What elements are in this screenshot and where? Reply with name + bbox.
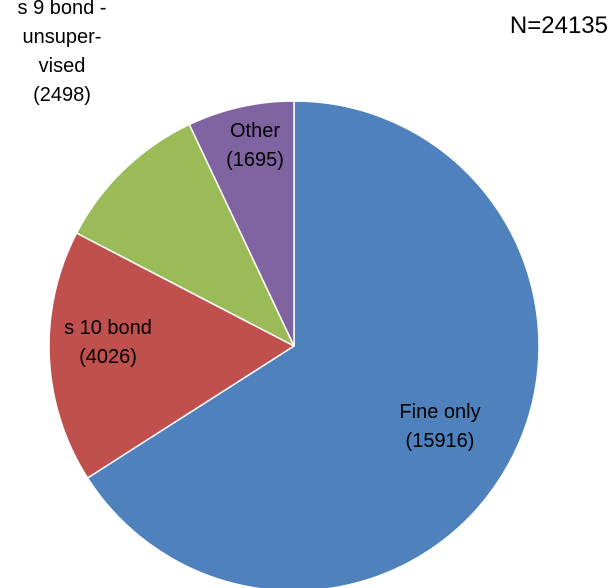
pie-labels: Fine only (15916) s 10 bond (4026) s 9 bond … (18, 0, 481, 452)
pie-slice-fine-only (86, 100, 540, 588)
pie-slice-s-10-bond (48, 232, 295, 479)
pie-slice-other (188, 100, 295, 347)
pie-slices (48, 100, 540, 588)
pie-label-s-9-bond-unsuper-vised: s 9 bond - unsuper-vised (2498) (18, 0, 107, 106)
sample-size-annotation: N=24135 (510, 12, 608, 39)
pie-label-line: vised (39, 55, 86, 77)
pie-label-line: Fine only (399, 401, 480, 423)
pie-slice-s-9-bond-unsuper-vised (75, 123, 295, 347)
pie-label-fine-only: Fine only (15916) (399, 401, 480, 452)
pie-label-line: Other (230, 120, 280, 142)
pie-label-line: unsuper- (23, 26, 102, 48)
pie-label-line: (15916) (406, 430, 475, 452)
pie-label-line: (2498) (33, 84, 91, 106)
pie-label-line: s 10 bond (64, 317, 152, 339)
pie-label-s-10-bond: s 10 bond (4026) (64, 317, 152, 368)
pie-label-line: (4026) (79, 346, 137, 368)
pie-label-line: (1695) (226, 149, 284, 171)
pie-label-line: s 9 bond - (18, 0, 107, 19)
pie-label-other: Other (1695) (226, 120, 284, 171)
